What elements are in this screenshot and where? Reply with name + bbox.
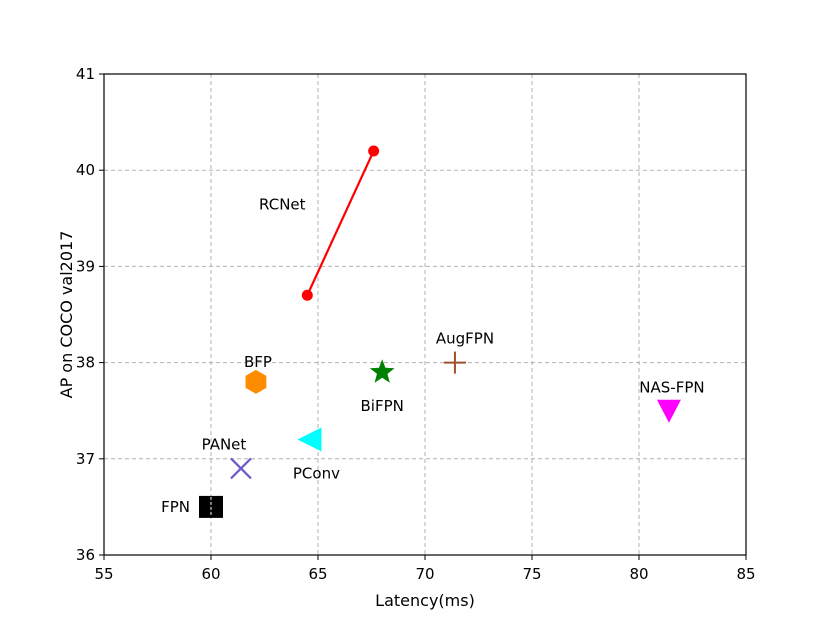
y-tick-label: 40 bbox=[76, 161, 95, 179]
x-tick-label: 65 bbox=[308, 565, 327, 583]
x-tick-label: 60 bbox=[201, 565, 220, 583]
rcnet-point bbox=[301, 289, 313, 301]
x-tick-label: 85 bbox=[736, 565, 755, 583]
series bbox=[306, 150, 375, 296]
y-tick-label: 39 bbox=[76, 257, 95, 275]
x-axis-title: Latency(ms) bbox=[375, 591, 475, 610]
augfpn-marker bbox=[443, 351, 466, 374]
x-tick-label: 75 bbox=[522, 565, 541, 583]
point-label: AugFPN bbox=[436, 330, 494, 348]
y-tick-label: 38 bbox=[76, 354, 95, 372]
point-label: BiFPN bbox=[361, 397, 404, 415]
pconv-marker bbox=[297, 427, 322, 452]
x-tick-label: 55 bbox=[94, 565, 113, 583]
point-labels: RCNet FPN PANet PConv BFP BiFPN AugFPN NAS-FPN bbox=[161, 195, 705, 516]
y-axis-title: AP on COCO val2017 bbox=[57, 231, 76, 399]
axis-ticks bbox=[99, 73, 747, 560]
point-label: FPN bbox=[161, 498, 190, 516]
y-tick-label: 37 bbox=[76, 450, 95, 468]
grid bbox=[103, 73, 747, 556]
tick-labels: 55 60 65 70 75 80 85 36 37 38 39 40 41 bbox=[76, 65, 756, 583]
rcnet-point bbox=[368, 145, 380, 157]
point-label: RCNet bbox=[259, 195, 306, 213]
point-label: NAS-FPN bbox=[639, 379, 704, 397]
panet-marker bbox=[230, 457, 252, 480]
bifpn-marker bbox=[369, 359, 395, 383]
point-label: PANet bbox=[202, 435, 247, 453]
markers bbox=[199, 145, 681, 518]
point-label: BFP bbox=[244, 353, 272, 371]
rcnet-line bbox=[306, 150, 375, 296]
nas-fpn-marker bbox=[656, 399, 681, 423]
bfp-marker bbox=[245, 369, 267, 394]
point-label: PConv bbox=[293, 465, 340, 483]
x-tick-label: 80 bbox=[629, 565, 648, 583]
y-tick-label: 36 bbox=[76, 546, 95, 564]
x-tick-label: 70 bbox=[415, 565, 434, 583]
y-tick-label: 41 bbox=[76, 65, 95, 83]
